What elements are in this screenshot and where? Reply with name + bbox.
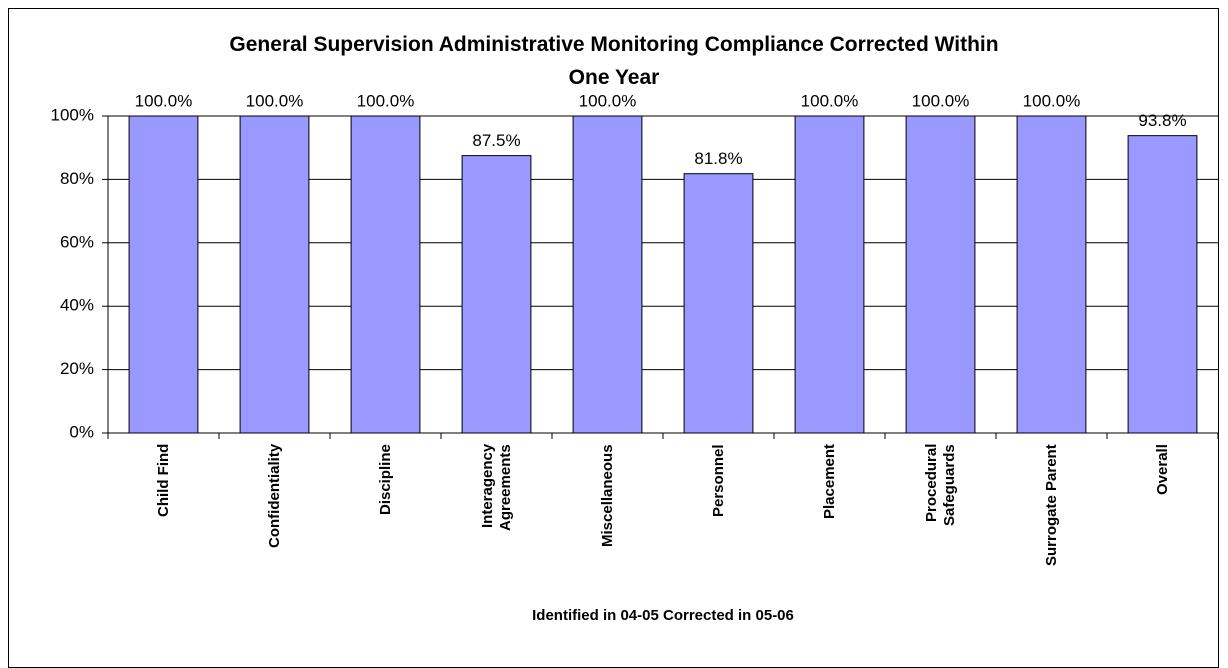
- x-axis-label: Identified in 04-05 Corrected in 05-06: [532, 607, 794, 624]
- bar: [461, 155, 532, 434]
- x-tick-label: Child Find: [154, 444, 172, 518]
- chart: 0% 20% 40% 60% 80% 100% 100.0% 100.0% 100.0% 87.5…: [51, 91, 1219, 441]
- data-label: 93.8%: [1138, 111, 1186, 130]
- x-tick-label: Interagency Agreements: [478, 444, 514, 531]
- bar: [239, 115, 310, 434]
- x-tick-label: Personnel: [709, 444, 727, 517]
- page: {"chart_data": {"type": "bar", "title": …: [8, 8, 1219, 668]
- x-tick-label: Procedural Safeguards: [922, 444, 958, 526]
- data-label: 100.0%: [579, 91, 637, 110]
- data-label: 100.0%: [246, 91, 304, 110]
- y-tick-label: 40%: [60, 296, 94, 315]
- bar: [128, 115, 199, 434]
- x-tick-label: Placement: [820, 444, 838, 520]
- data-label: 100.0%: [357, 91, 415, 110]
- x-tick-label: Confidentiality: [265, 444, 283, 549]
- chart-title: General Supervision Administrative Monit…: [229, 33, 999, 89]
- bar: [572, 115, 643, 434]
- data-label: 100.0%: [801, 91, 859, 110]
- data-label: 100.0%: [135, 91, 193, 110]
- y-tick-label: 0%: [69, 422, 94, 441]
- x-tick-label: Surrogate Parent: [1042, 444, 1060, 566]
- data-label: 100.0%: [912, 91, 970, 110]
- x-tick-label: Discipline: [376, 444, 394, 515]
- data-label: 100.0%: [1023, 91, 1081, 110]
- x-tick-label: Miscellaneous: [598, 444, 616, 547]
- bar: [1016, 115, 1087, 434]
- y-tick-label: 80%: [60, 169, 94, 188]
- bar: [905, 115, 976, 434]
- y-tick-label: 100%: [51, 105, 94, 124]
- data-label: 87.5%: [472, 131, 520, 150]
- y-tick-label: 60%: [60, 232, 94, 251]
- x-tick-label: Overall: [1153, 444, 1171, 495]
- data-label: 81.8%: [694, 149, 742, 168]
- bar: [350, 115, 421, 434]
- bar: [683, 173, 754, 434]
- bar: [794, 115, 865, 434]
- y-tick-label: 20%: [60, 359, 94, 378]
- bar: [1127, 135, 1198, 434]
